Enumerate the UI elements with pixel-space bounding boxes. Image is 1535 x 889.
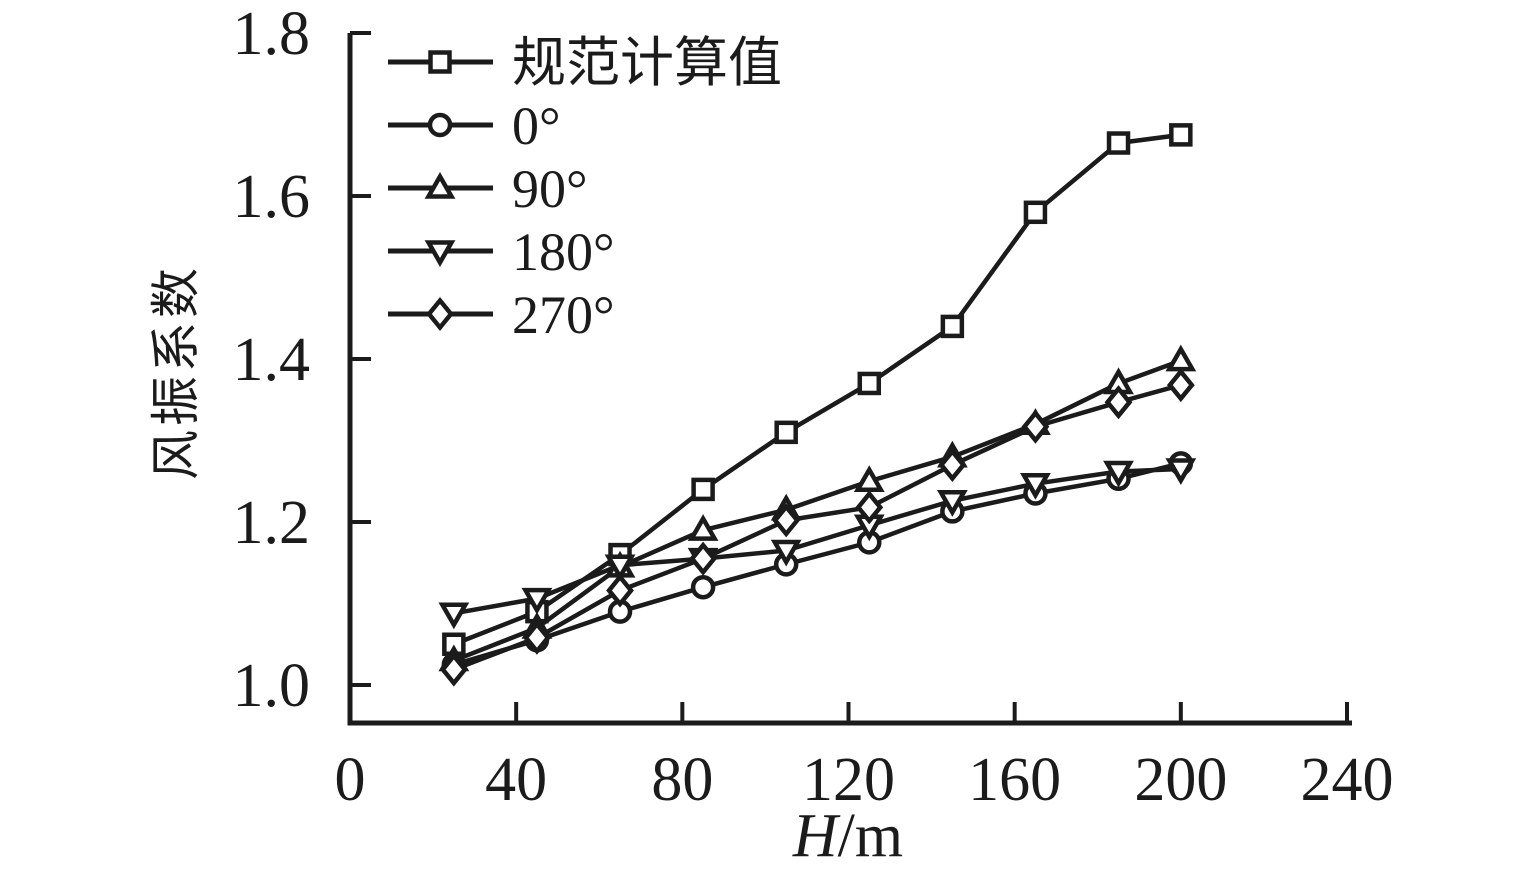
marker-diamond [1104, 385, 1133, 420]
legend-item-deg90: 90° [388, 159, 588, 219]
x-tick-label: 160 [968, 746, 1061, 814]
legend-label-deg0: 0° [512, 96, 561, 156]
legend-marker-square [428, 50, 452, 74]
marker-diamond [523, 620, 551, 655]
marker-square [774, 420, 798, 445]
series-line-deg0 [453, 461, 1182, 667]
legend-marker-diamond [426, 296, 454, 332]
legend-marker-triangle-up [424, 171, 456, 199]
y-tick-label: 1.2 [233, 489, 311, 557]
x-tick-label: 80 [651, 746, 713, 814]
x-tick-label: 120 [802, 746, 895, 814]
y-tick-label: 1.0 [233, 652, 311, 720]
legend-item-deg270: 270° [388, 285, 615, 345]
y-tick-label: 1.4 [233, 326, 311, 394]
series-deg90 [438, 344, 1197, 672]
marker-diamond [1166, 368, 1195, 403]
marker-diamond [689, 541, 718, 576]
series-deg180 [438, 458, 1197, 630]
marker-triangle-up [687, 514, 719, 541]
marker-circle [690, 574, 716, 600]
legend-item-deg0: 0° [388, 96, 561, 156]
marker-diamond [1021, 409, 1050, 444]
series-deg270 [439, 368, 1195, 687]
marker-triangle-down [1103, 460, 1134, 488]
marker-triangle-up [853, 465, 885, 492]
x-axis-title: H/m [792, 802, 903, 870]
marker-triangle-down [1165, 458, 1197, 486]
legend-item-deg180: 180° [388, 222, 615, 282]
series-line-deg270 [453, 382, 1182, 672]
marker-triangle-down [770, 539, 802, 567]
x-axis-title-italic: H [792, 802, 841, 870]
marker-triangle-up [1165, 344, 1197, 372]
legend-label-deg180: 180° [512, 222, 615, 282]
series-deg0 [441, 451, 1194, 677]
x-tick-label: 0 [335, 746, 366, 814]
marker-diamond [606, 573, 634, 608]
marker-square [857, 371, 882, 396]
x-axis-title-regular: /m [838, 802, 903, 870]
marker-diamond [439, 652, 468, 687]
legend-marker-circle [427, 112, 453, 138]
marker-diamond [938, 447, 967, 483]
marker-triangle-down [521, 587, 553, 615]
legend-label-deg270: 270° [512, 285, 615, 345]
series-code-value [442, 123, 1193, 656]
legend-marker-triangle-down [424, 240, 456, 268]
x-tick-label: 240 [1301, 746, 1394, 814]
marker-square [940, 314, 965, 339]
marker-diamond [855, 490, 884, 525]
marker-triangle-down [936, 490, 968, 517]
x-tick-label: 200 [1134, 746, 1227, 814]
y-tick-label: 1.8 [233, 0, 311, 68]
marker-square [691, 477, 715, 502]
legend-label-code-value: 规范计算值 [512, 33, 782, 93]
marker-triangle-down [604, 554, 636, 582]
y-axis-title: 风振系数 [148, 264, 204, 480]
marker-square [1169, 123, 1193, 147]
marker-triangle-down [438, 602, 470, 630]
legend-label-deg90: 90° [512, 159, 588, 219]
marker-square [1023, 200, 1048, 225]
legend-item-code-value: 规范计算值 [388, 33, 782, 93]
marker-square [1106, 131, 1131, 155]
marker-triangle-down [1020, 472, 1051, 500]
y-tick-label: 1.6 [233, 163, 311, 231]
x-tick-label: 40 [485, 746, 547, 814]
series-line-deg90 [453, 358, 1182, 663]
axes: 1.0 1.2 1.4 1.6 1.8 0 40 80 120 160 200 240 H/m 风振系数 [148, 0, 1394, 870]
series-line-deg180 [453, 466, 1181, 616]
marker-diamond [772, 503, 801, 538]
